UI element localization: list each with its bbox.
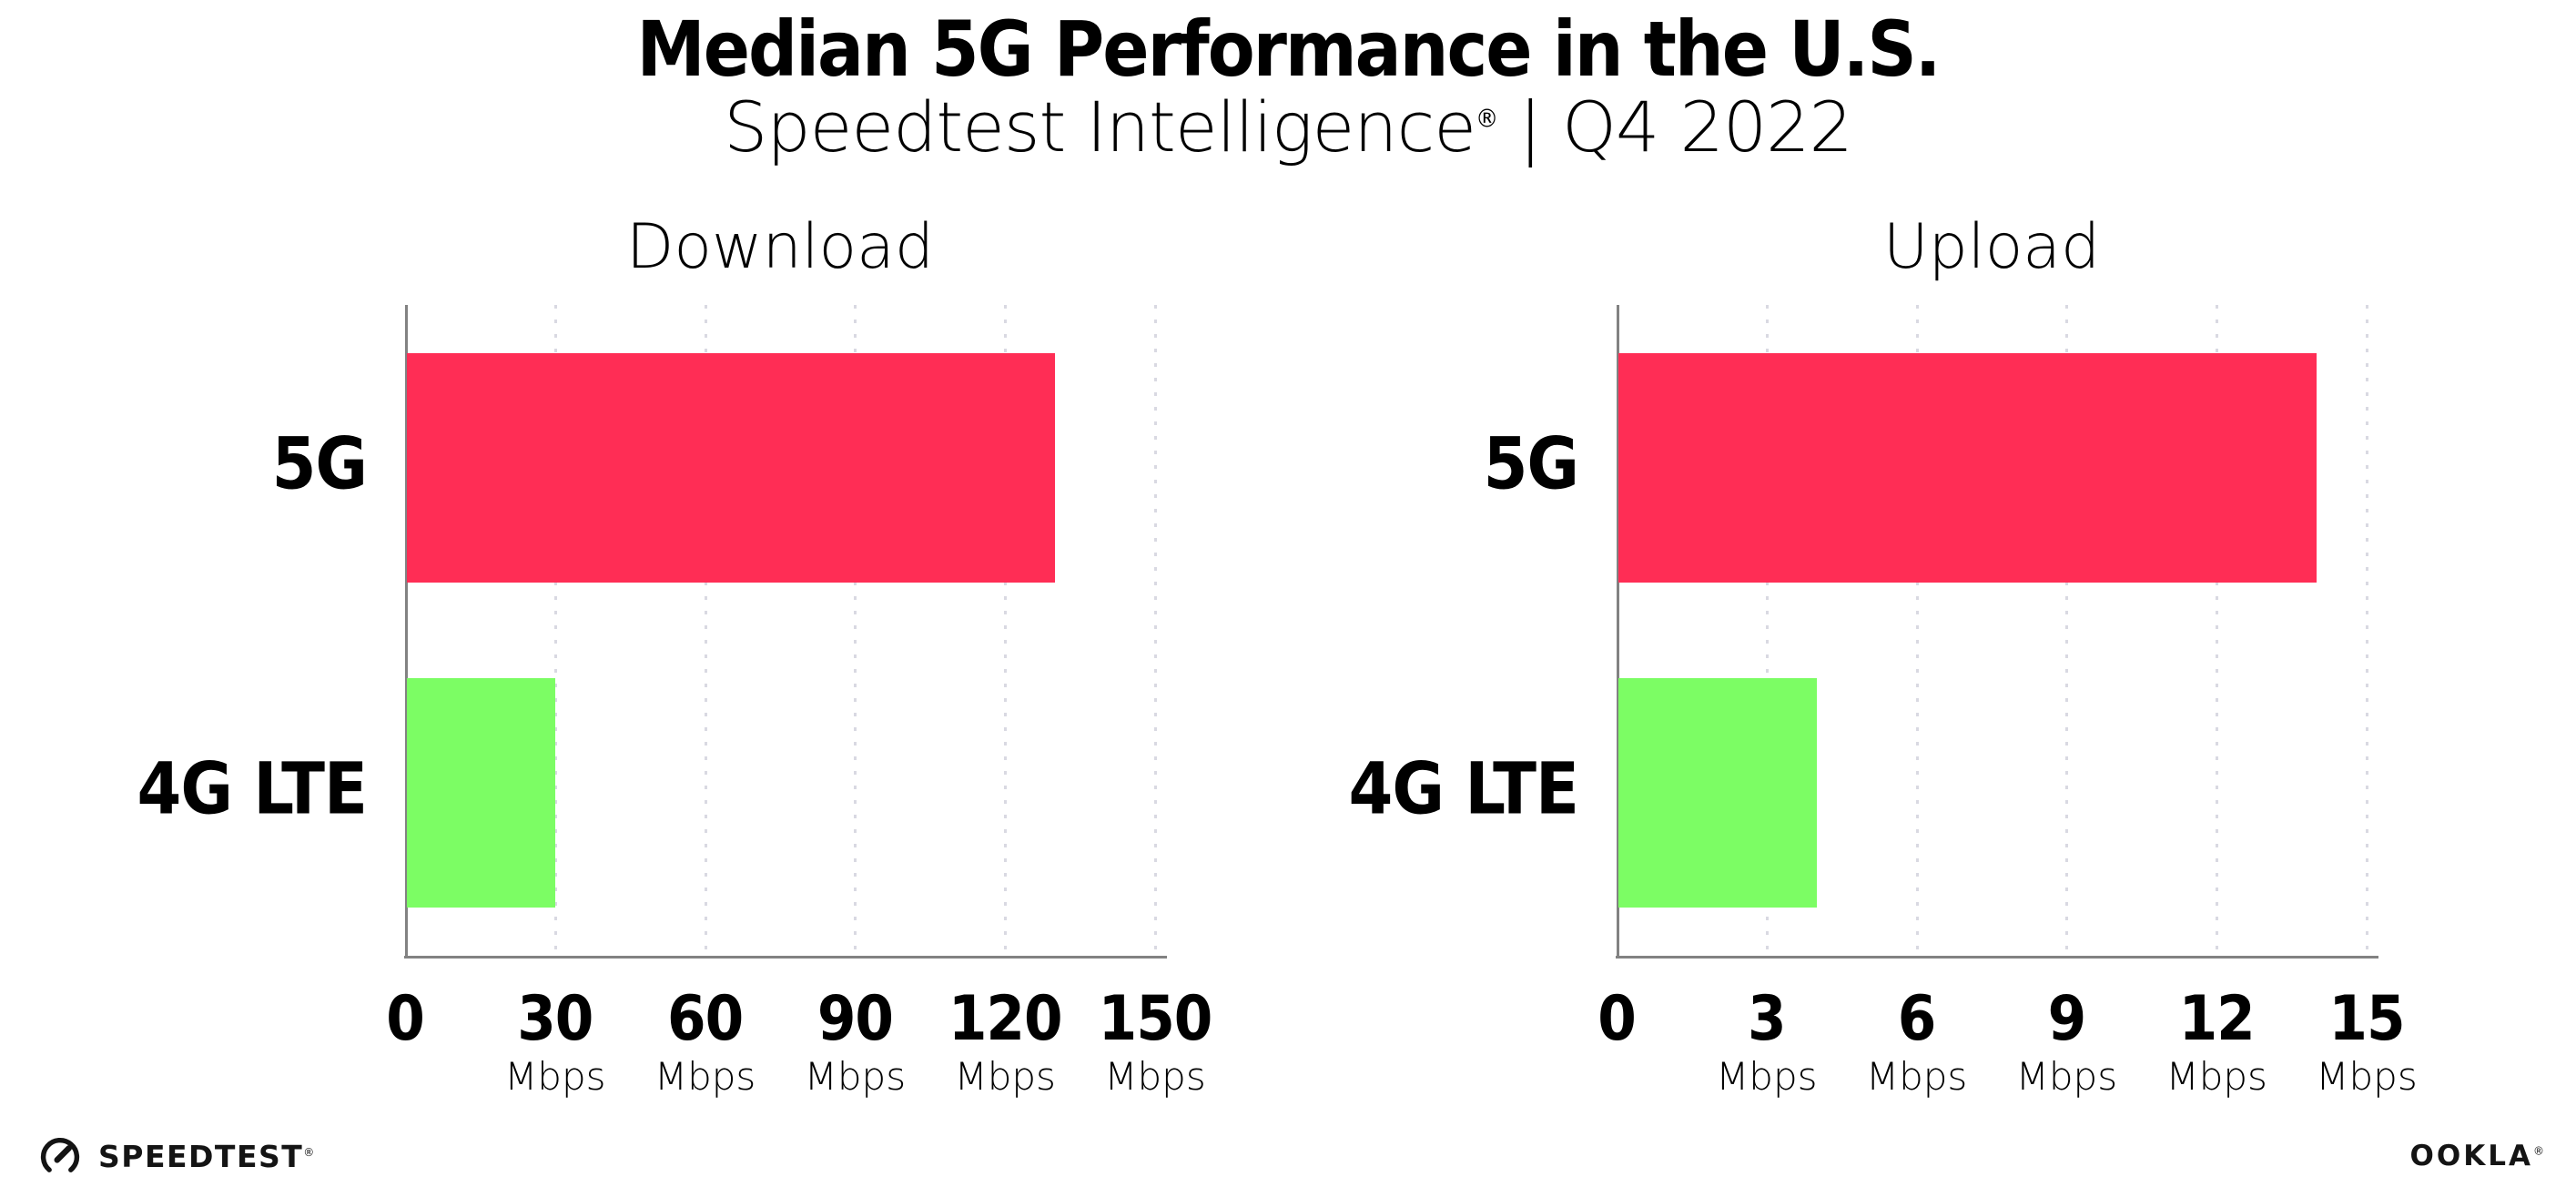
tick-label-upload-9: 9 Mbps xyxy=(1966,989,2166,1096)
tick-label-upload-6: 6 Mbps xyxy=(1817,989,2017,1096)
subtitle-separator: | xyxy=(1497,86,1563,167)
tick-value: 3 xyxy=(1748,983,1787,1055)
gridline-upload-6 xyxy=(1915,305,1919,956)
chart-title-download: Download xyxy=(625,211,934,283)
chart-title-upload: Upload xyxy=(1882,211,2101,283)
speedtest-gauge-icon xyxy=(36,1132,84,1180)
tick-value: 9 xyxy=(2047,983,2087,1055)
tick-label-download-0: 0 xyxy=(305,989,505,1050)
tick-value: 0 xyxy=(386,983,425,1055)
tick-value: 15 xyxy=(2328,983,2405,1055)
tick-unit: Mbps xyxy=(2165,1054,2267,1099)
tick-label-download-120: 120 Mbps xyxy=(905,989,1105,1096)
tick-value: 90 xyxy=(816,983,894,1055)
subtitle-brand: Speedtest Intelligence xyxy=(724,86,1476,167)
tick-label-upload-15: 15 Mbps xyxy=(2267,989,2467,1096)
gridline-download-30 xyxy=(553,305,557,956)
tick-unit: Mbps xyxy=(804,1054,907,1099)
tick-value: 60 xyxy=(667,983,744,1055)
tick-unit: Mbps xyxy=(1104,1054,1206,1099)
gridline-download-120 xyxy=(1004,305,1008,956)
gridline-upload-15 xyxy=(2366,305,2368,956)
page-title: Median 5G Performance in the U.S. xyxy=(636,5,1941,94)
tick-label-download-60: 60 Mbps xyxy=(605,989,806,1096)
speedtest-logo: SPEEDTEST® xyxy=(36,1132,316,1180)
gridline-upload-3 xyxy=(1765,305,1769,956)
registered-mark: ® xyxy=(1476,103,1498,134)
gridline-upload-9 xyxy=(2065,305,2069,956)
speedtest-registered-mark: ® xyxy=(303,1145,316,1159)
tick-unit: Mbps xyxy=(1716,1054,1818,1099)
tick-unit: Mbps xyxy=(654,1054,756,1099)
tick-label-download-90: 90 Mbps xyxy=(755,989,955,1096)
tick-label-download-150: 150 Mbps xyxy=(1055,989,1255,1096)
tick-value: 150 xyxy=(1098,983,1213,1055)
category-label-5g-download: 5G xyxy=(271,423,368,506)
y-axis-download xyxy=(405,305,408,959)
y-axis-upload xyxy=(1617,305,1619,959)
tick-unit: Mbps xyxy=(954,1054,1056,1099)
bar-4g-lte-download xyxy=(407,678,555,908)
tick-value: 30 xyxy=(517,983,593,1055)
gridline-download-90 xyxy=(854,305,857,956)
ookla-registered-mark: ® xyxy=(2533,1144,2547,1158)
tick-value: 6 xyxy=(1897,983,1937,1055)
tick-label-download-30: 30 Mbps xyxy=(455,989,655,1096)
bar-4g-lte-upload xyxy=(1618,678,1817,908)
gridline-download-60 xyxy=(704,305,707,956)
tick-unit: Mbps xyxy=(2015,1054,2118,1099)
bar-5g-upload xyxy=(1618,352,2317,583)
speedtest-wordmark: SPEEDTEST® xyxy=(98,1139,316,1174)
category-label-4g-lte-upload: 4G LTE xyxy=(1348,748,1579,831)
gridline-download-150 xyxy=(1154,305,1157,956)
tick-value: 120 xyxy=(948,983,1063,1055)
subtitle-period: Q4 2022 xyxy=(1562,86,1853,167)
tick-unit: Mbps xyxy=(504,1054,606,1099)
ookla-label: OOKLA xyxy=(2409,1140,2533,1172)
tick-unit: Mbps xyxy=(1865,1054,1968,1099)
tick-value: 0 xyxy=(1597,983,1637,1055)
speedtest-label: SPEEDTEST xyxy=(98,1138,304,1174)
tick-label-upload-0: 0 xyxy=(1516,989,1717,1050)
bar-5g-download xyxy=(407,352,1056,583)
x-axis-upload xyxy=(1616,956,2378,959)
tick-label-upload-12: 12 Mbps xyxy=(2116,989,2317,1096)
category-label-4g-lte-download: 4G LTE xyxy=(137,748,368,831)
category-label-5g-upload: 5G xyxy=(1483,423,1579,506)
ookla-logo: OOKLA® xyxy=(2410,1140,2547,1172)
tick-unit: Mbps xyxy=(2316,1054,2418,1099)
tick-label-upload-3: 3 Mbps xyxy=(1667,989,1867,1096)
page-subtitle: Speedtest Intelligence® | Q4 2022 xyxy=(0,91,2576,164)
gridline-upload-12 xyxy=(2216,305,2219,956)
tick-value: 12 xyxy=(2178,983,2256,1055)
x-axis-download xyxy=(404,956,1167,959)
